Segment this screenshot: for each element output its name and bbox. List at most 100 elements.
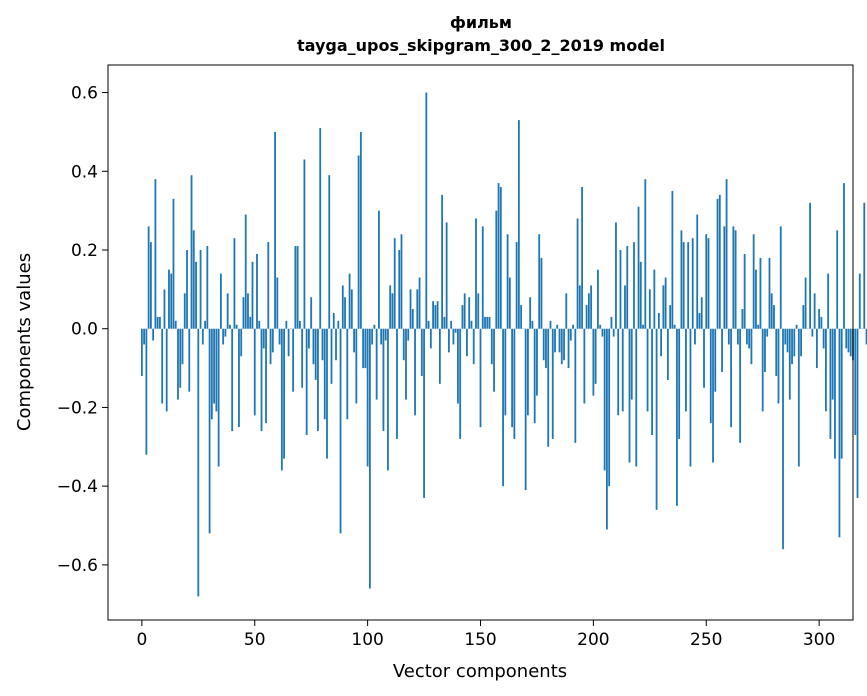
bar bbox=[366, 328, 369, 467]
bar bbox=[533, 328, 536, 424]
bar bbox=[244, 214, 247, 329]
bar bbox=[350, 289, 353, 329]
bar bbox=[199, 250, 202, 329]
bar bbox=[405, 328, 407, 400]
bar bbox=[635, 328, 638, 467]
bar bbox=[646, 328, 649, 412]
bar bbox=[849, 328, 852, 357]
bar bbox=[183, 293, 186, 329]
bar bbox=[393, 238, 396, 329]
bar bbox=[813, 293, 816, 329]
bar bbox=[504, 328, 507, 416]
bar bbox=[396, 328, 398, 439]
bar bbox=[800, 328, 802, 357]
bar bbox=[197, 328, 200, 597]
bar bbox=[314, 328, 317, 380]
bar bbox=[303, 159, 306, 329]
bar bbox=[793, 328, 796, 357]
bar bbox=[387, 328, 389, 471]
bar bbox=[578, 285, 581, 329]
bar bbox=[585, 305, 588, 329]
bar bbox=[651, 328, 653, 435]
bar bbox=[515, 242, 518, 329]
bar bbox=[434, 305, 437, 329]
bar bbox=[599, 324, 602, 329]
bar bbox=[479, 328, 482, 428]
bar bbox=[565, 293, 568, 329]
bar bbox=[305, 328, 308, 435]
bar bbox=[732, 226, 735, 329]
bar bbox=[398, 250, 401, 329]
bar bbox=[206, 246, 209, 329]
bar bbox=[743, 253, 746, 329]
bar bbox=[332, 312, 335, 329]
bar bbox=[172, 198, 175, 329]
bar bbox=[829, 328, 832, 439]
bar bbox=[863, 202, 866, 329]
bar bbox=[490, 328, 493, 365]
bar bbox=[617, 328, 620, 416]
bar bbox=[384, 328, 387, 341]
bar bbox=[344, 297, 346, 329]
bar bbox=[486, 316, 489, 329]
bar bbox=[418, 277, 421, 329]
bar bbox=[682, 242, 685, 329]
bar bbox=[633, 242, 635, 329]
bar bbox=[427, 320, 430, 329]
bar bbox=[267, 242, 270, 329]
bar bbox=[339, 328, 342, 534]
bar bbox=[262, 328, 265, 349]
bar bbox=[825, 328, 827, 412]
bar bbox=[389, 285, 392, 329]
bar bbox=[802, 305, 805, 329]
bar bbox=[858, 273, 861, 329]
bar bbox=[707, 238, 710, 329]
bar bbox=[292, 328, 295, 392]
bar bbox=[170, 273, 173, 329]
bar bbox=[391, 293, 394, 329]
x-tick-label: 300 bbox=[803, 630, 835, 650]
bar bbox=[346, 328, 349, 420]
bar bbox=[791, 328, 793, 365]
bar bbox=[353, 328, 355, 353]
bar bbox=[608, 328, 611, 487]
bar bbox=[551, 328, 554, 439]
bar bbox=[815, 328, 818, 369]
bar bbox=[703, 328, 705, 388]
bar bbox=[680, 230, 683, 329]
bar bbox=[468, 297, 471, 329]
bar bbox=[619, 250, 622, 329]
bar bbox=[256, 253, 258, 329]
bar bbox=[368, 328, 371, 589]
bar bbox=[854, 328, 857, 435]
bar bbox=[215, 328, 218, 412]
bar bbox=[529, 297, 532, 329]
bar bbox=[689, 328, 692, 467]
bar bbox=[461, 305, 464, 329]
bar bbox=[226, 293, 229, 329]
bar bbox=[709, 328, 712, 424]
bar bbox=[513, 328, 516, 439]
bar bbox=[271, 328, 274, 353]
bar bbox=[768, 257, 771, 329]
bar bbox=[213, 328, 216, 404]
bar bbox=[639, 261, 642, 329]
bar bbox=[536, 328, 538, 396]
bar bbox=[856, 328, 859, 498]
bar bbox=[235, 324, 238, 329]
bar bbox=[238, 328, 240, 428]
bar bbox=[210, 328, 213, 420]
bar bbox=[782, 328, 784, 550]
bar bbox=[788, 328, 791, 400]
bar bbox=[678, 328, 681, 439]
x-tick-label: 250 bbox=[690, 630, 722, 650]
bar bbox=[845, 328, 848, 349]
bar bbox=[592, 328, 595, 396]
bar bbox=[698, 312, 701, 329]
bar bbox=[414, 328, 416, 416]
bar bbox=[676, 328, 678, 506]
bar bbox=[459, 328, 462, 439]
bar bbox=[628, 328, 631, 463]
bar bbox=[610, 316, 613, 329]
